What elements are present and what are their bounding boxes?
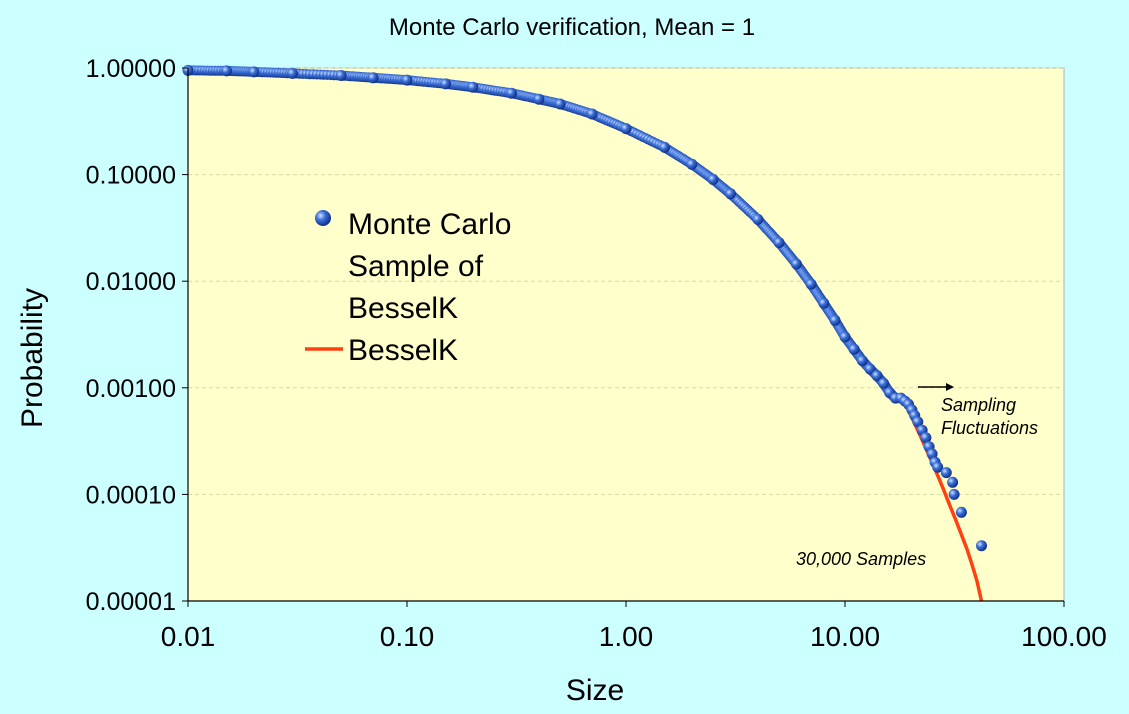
data-point bbox=[725, 188, 736, 200]
data-point bbox=[335, 70, 347, 81]
y-tick-labels: 1.00000 0.10000 0.01000 0.00100 0.00010 0.000… bbox=[86, 55, 176, 616]
y-tick-label: 0.00010 bbox=[86, 481, 176, 509]
legend-label-monte-carlo: Monte Carlo bbox=[348, 208, 511, 241]
y-axis-label: Probability bbox=[16, 288, 49, 428]
data-point bbox=[586, 108, 598, 120]
chart-title: Monte Carlo verification, Mean = 1 bbox=[389, 14, 755, 41]
axes bbox=[182, 67, 1065, 607]
data-point bbox=[864, 363, 876, 375]
data-point bbox=[686, 158, 698, 170]
data-point bbox=[620, 123, 632, 135]
data-point bbox=[440, 78, 452, 90]
data-point bbox=[707, 174, 719, 185]
data-point bbox=[878, 377, 890, 389]
data-point bbox=[829, 314, 841, 326]
annotation-sampling-fluctuations: Fluctuations bbox=[941, 418, 1038, 438]
data-point bbox=[839, 331, 851, 343]
data-point bbox=[848, 343, 860, 355]
data-point bbox=[926, 448, 938, 460]
data-point bbox=[554, 98, 566, 110]
y-tick-label: 0.01000 bbox=[86, 268, 176, 296]
data-point bbox=[932, 461, 944, 473]
data-point bbox=[790, 258, 802, 270]
data-point bbox=[248, 66, 260, 78]
annotation-arrow-head bbox=[946, 383, 954, 391]
data-point bbox=[221, 65, 233, 77]
x-tick-label: 1.00 bbox=[599, 621, 654, 652]
data-point bbox=[940, 467, 952, 479]
data-point bbox=[506, 87, 517, 99]
data-point bbox=[467, 81, 479, 93]
data-point bbox=[773, 237, 785, 249]
series-monte-carlo-points bbox=[182, 64, 987, 552]
legend: Monte Carlo Sample of BesselK BesselK bbox=[305, 208, 511, 367]
y-tick-label: 0.00001 bbox=[86, 588, 176, 616]
legend-marker-monte-carlo bbox=[315, 210, 331, 226]
data-point bbox=[818, 297, 830, 309]
data-point bbox=[871, 370, 883, 382]
annotation-sampling-fluctuations: Sampling bbox=[941, 395, 1016, 415]
data-point bbox=[948, 488, 960, 500]
data-point bbox=[752, 213, 764, 225]
data-point bbox=[955, 506, 967, 518]
x-tick-label: 0.01 bbox=[161, 621, 216, 652]
legend-label-besselk: BesselK bbox=[348, 334, 458, 367]
data-point bbox=[947, 476, 959, 488]
x-tick-label: 10.00 bbox=[810, 621, 880, 652]
data-point bbox=[920, 432, 932, 444]
data-point bbox=[856, 355, 868, 367]
y-tick-label: 0.00100 bbox=[86, 375, 176, 403]
data-point bbox=[912, 416, 924, 428]
data-point bbox=[976, 540, 987, 552]
legend-label-monte-carlo: BesselK bbox=[348, 292, 458, 325]
x-tick-label: 0.10 bbox=[380, 621, 435, 652]
legend-label-monte-carlo: Sample of bbox=[348, 250, 484, 283]
data-point bbox=[659, 141, 671, 153]
data-point bbox=[805, 278, 817, 290]
annotation-samples: 30,000 Samples bbox=[796, 549, 926, 569]
x-tick-labels: 0.01 0.10 1.00 10.00 100.00 bbox=[161, 621, 1107, 652]
plot-area bbox=[187, 67, 1065, 602]
y-tick-label: 0.10000 bbox=[86, 162, 176, 190]
y-tick-label: 1.00000 bbox=[86, 55, 176, 83]
x-axis-label: Size bbox=[566, 674, 624, 707]
data-point bbox=[287, 67, 298, 79]
data-point bbox=[367, 72, 379, 84]
annotations: Sampling Fluctuations 30,000 Samples bbox=[796, 383, 1038, 569]
data-point bbox=[533, 93, 545, 105]
x-tick-label: 100.00 bbox=[1021, 621, 1107, 652]
data-point bbox=[401, 74, 413, 86]
